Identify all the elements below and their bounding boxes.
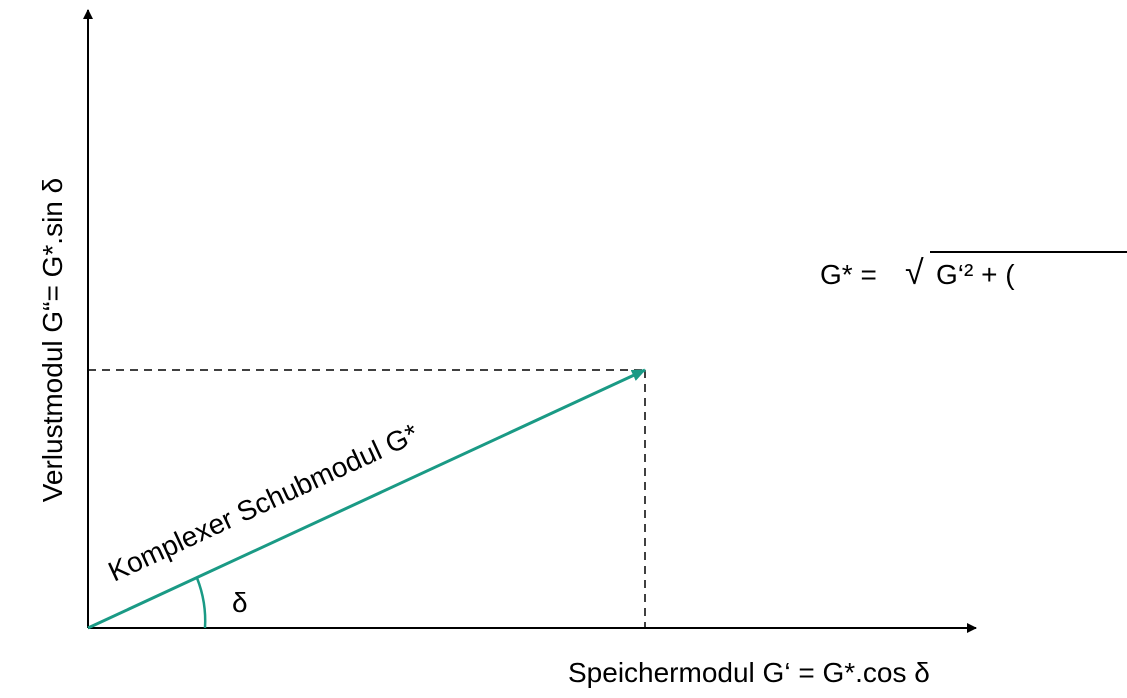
y-axis-label: Verlustmodul G“= G*.sin δ bbox=[37, 178, 68, 503]
formula-root: √ bbox=[905, 254, 924, 292]
x-axis-label: Speichermodul G‘ = G*.cos δ bbox=[568, 657, 930, 688]
formula-lhs: G* = bbox=[820, 259, 877, 290]
angle-arc bbox=[195, 577, 207, 629]
vector-label: Komplexer Schubmodul G* bbox=[104, 418, 424, 588]
formula-radicand: G‘² + ( bbox=[936, 259, 1015, 290]
vector bbox=[87, 368, 646, 630]
angle-label: δ bbox=[232, 587, 248, 618]
